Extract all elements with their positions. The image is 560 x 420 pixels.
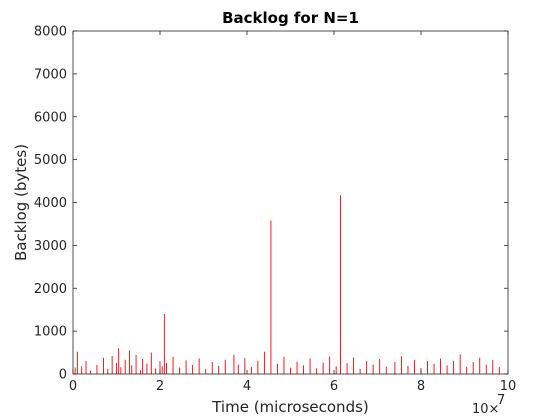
y-tick-label: 8000 [34, 25, 67, 40]
y-tick-label: 6000 [34, 110, 67, 125]
chart-title: Backlog for N=1 [222, 9, 359, 27]
x-axis-label: Time (microseconds) [211, 398, 369, 416]
x-exponent-base: 10 [472, 402, 489, 417]
y-tick-label: 1000 [34, 325, 67, 340]
y-tick-label: 3000 [34, 239, 67, 254]
y-tick-label: 0 [59, 368, 67, 383]
x-tick-label: 10 [500, 379, 517, 394]
x-exponent-label: 10× 7 [472, 393, 505, 417]
x-tick-label: 6 [330, 379, 338, 394]
plot-area [73, 31, 508, 374]
x-tick-label: 0 [69, 379, 77, 394]
y-tick-label: 4000 [34, 196, 67, 211]
ticks-layer: 0 2 4 6 8 10 0 1000 2000 3000 4000 5000 6000 7000 8000 [34, 25, 516, 395]
y-tick-label: 2000 [34, 282, 67, 297]
y-axis-label: Backlog (bytes) [12, 144, 30, 261]
y-tick-label: 7000 [34, 67, 67, 82]
x-tick-label: 8 [417, 379, 425, 394]
x-tick-label: 4 [243, 379, 251, 394]
x-exponent-times: × [489, 402, 500, 417]
x-exponent-power: 7 [497, 393, 505, 408]
series-layer [74, 195, 500, 374]
y-tick-label: 5000 [34, 153, 67, 168]
svg-text:10×: 10× [472, 402, 499, 417]
x-tick-label: 2 [156, 379, 164, 394]
